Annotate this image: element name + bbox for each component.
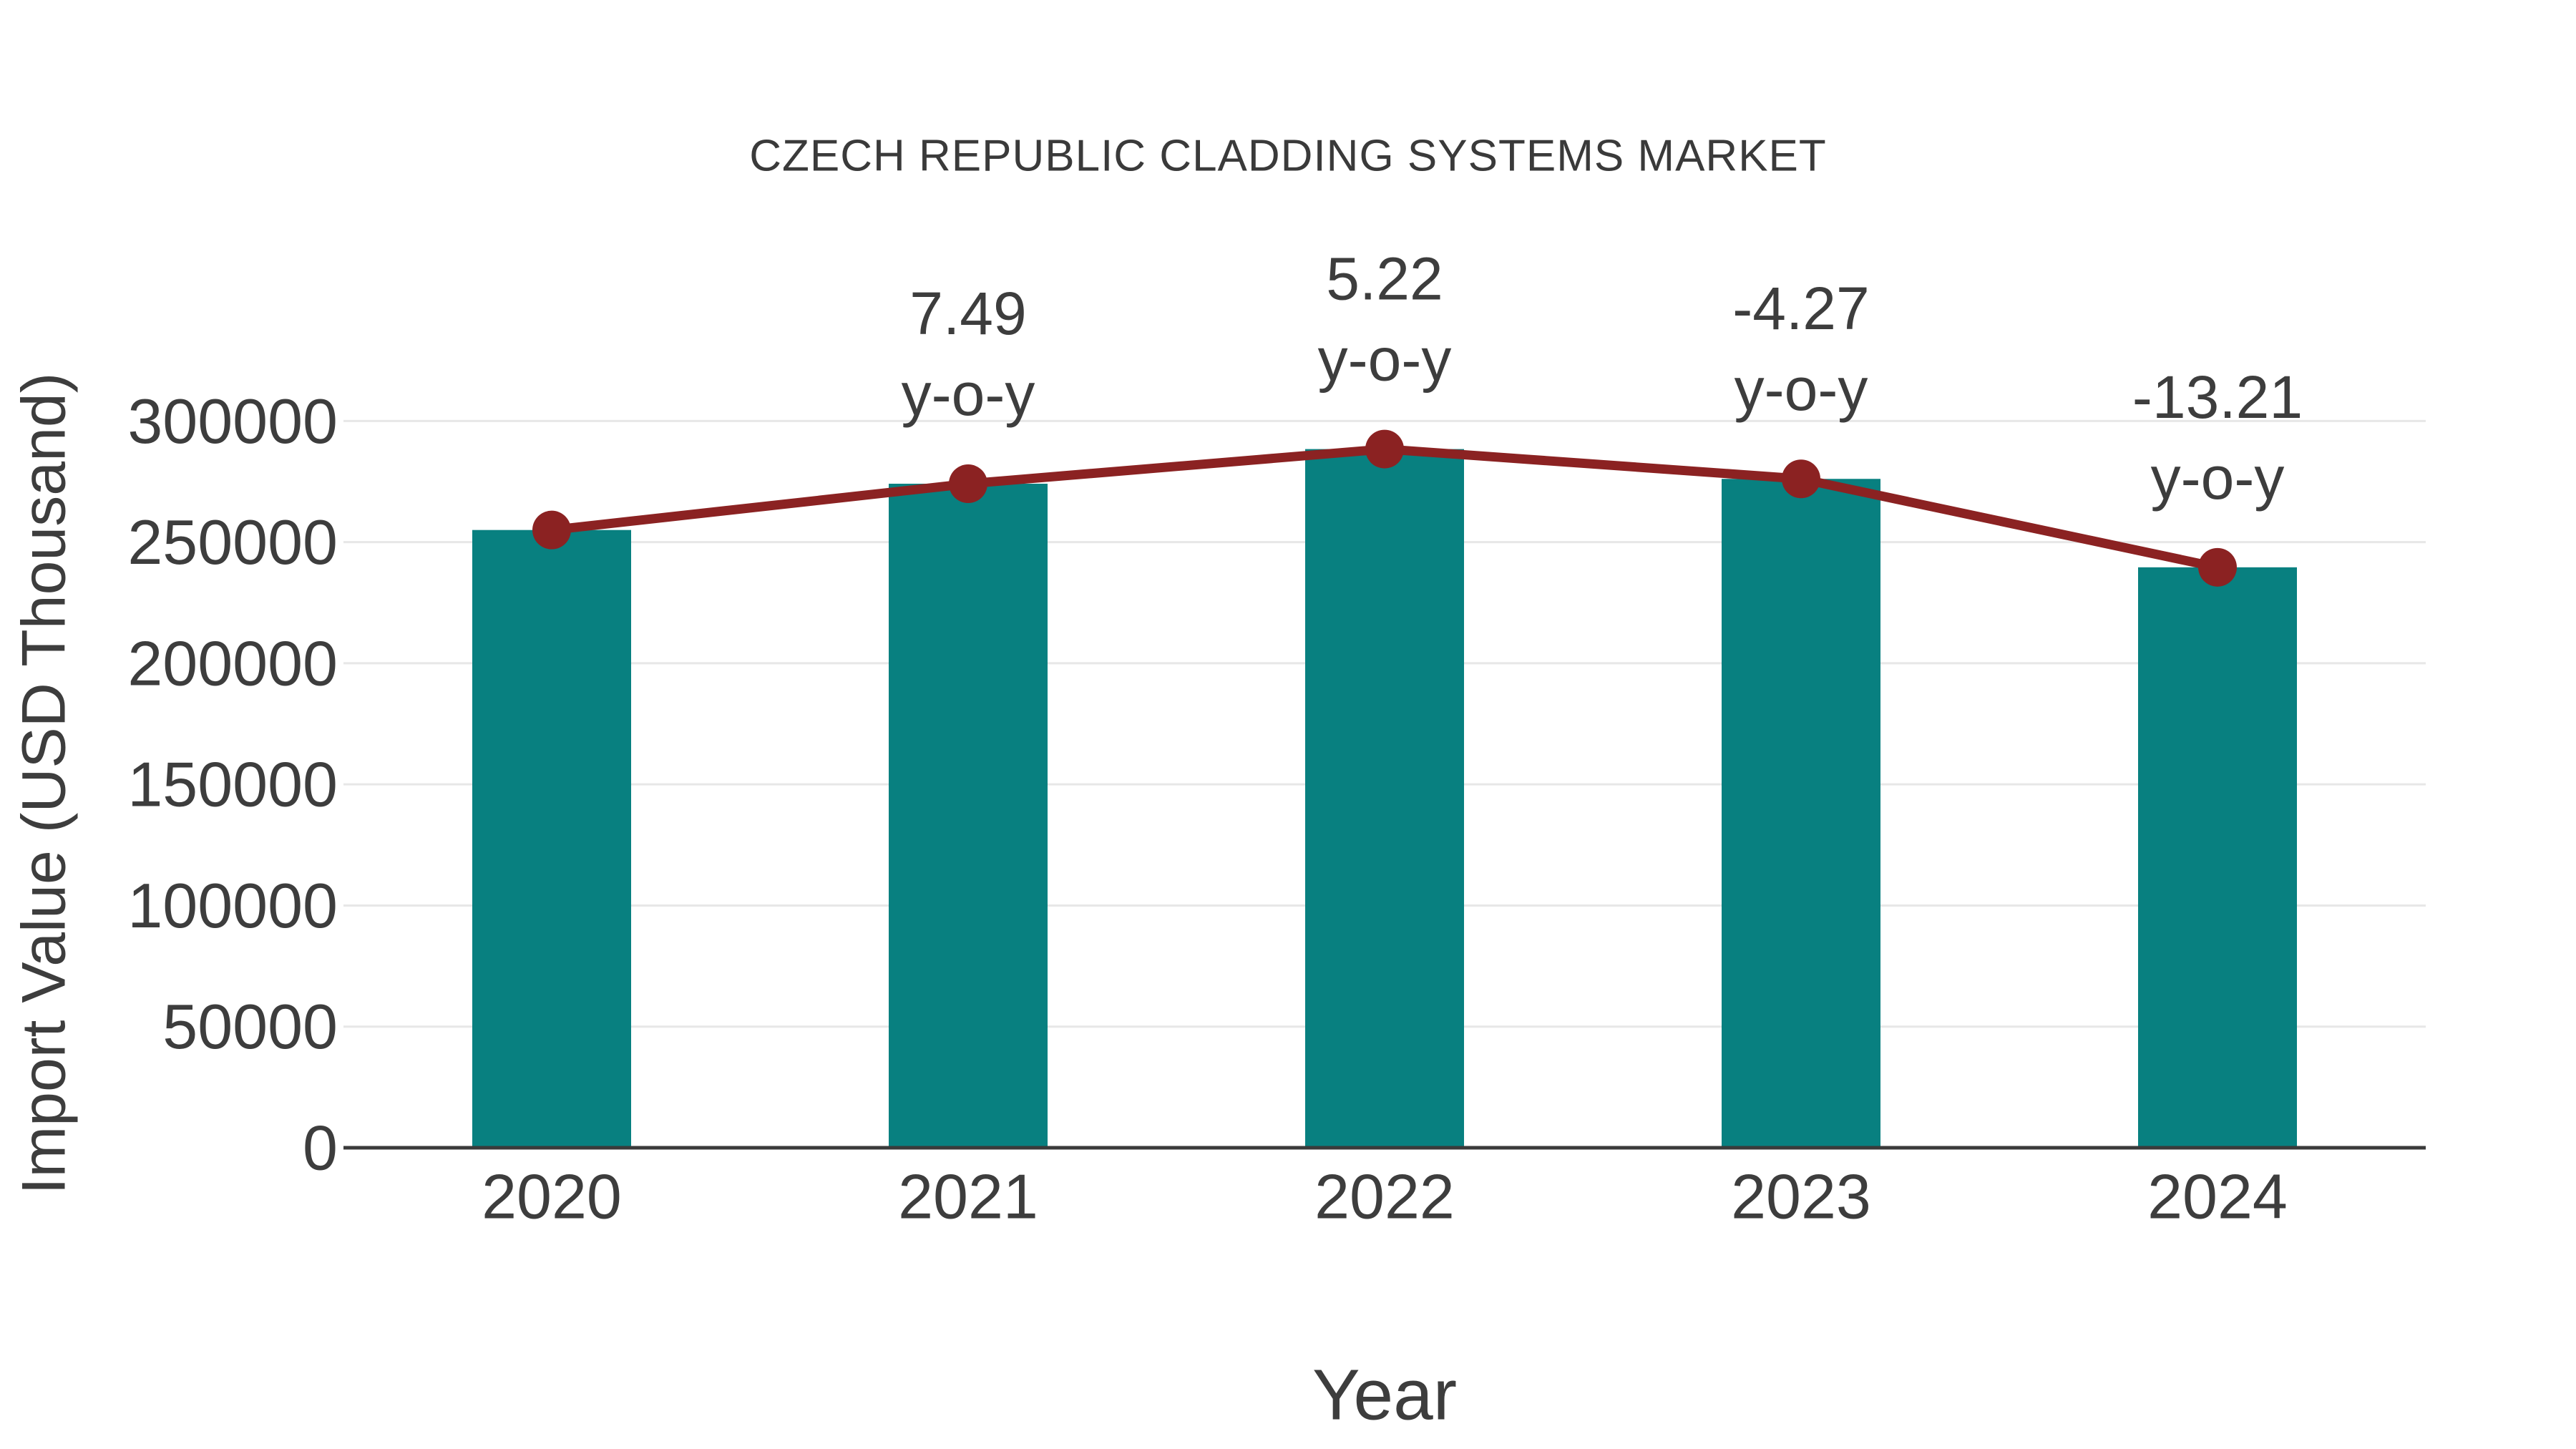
annotation-2021-unit: y-o-y [902,361,1035,428]
y-axis-title: Import Value (USD Thousand) [9,372,79,1195]
y-tick-label-200000: 200000 [127,628,338,698]
x-tick-label-2020: 2020 [482,1161,622,1232]
x-tick-label-2022: 2022 [1314,1161,1455,1232]
marker-2020 [532,510,571,550]
annotation-2023-unit: y-o-y [1735,356,1868,423]
y-tick-label-50000: 50000 [162,991,338,1062]
annotation-2022-unit: y-o-y [1318,326,1452,394]
chart-title: CZECH REPUBLIC CLADDING SYSTEMS MARKET [749,131,1827,181]
x-tick-label-2023: 2023 [1731,1161,1871,1232]
y-tick-label-150000: 150000 [127,749,338,820]
marker-2022 [1365,429,1404,469]
annotation-2022-value: 5.22 [1326,245,1443,313]
annotation-2023-value: -4.27 [1732,275,1869,342]
y-tick-label-100000: 100000 [127,870,338,941]
marker-2021 [949,464,987,504]
bar-2024 [2138,567,2297,1148]
x-axis-title: Year [1312,1355,1458,1435]
x-tick-label-2021: 2021 [898,1161,1038,1232]
bar-2021 [889,484,1048,1148]
y-tick-label-0: 0 [303,1113,338,1184]
marker-2023 [1782,459,1820,499]
bar-2023 [1722,479,1880,1148]
annotation-2024-value: -13.21 [2132,364,2303,431]
annotation-2024-unit: y-o-y [2151,444,2285,512]
bar-2022 [1305,449,1464,1148]
annotation-2021-value: 7.49 [909,280,1027,347]
y-tick-label-300000: 300000 [127,386,338,457]
marker-2024 [2198,547,2237,587]
y-tick-label-250000: 250000 [127,507,338,577]
bar-2020 [472,530,631,1148]
x-tick-label-2024: 2024 [2147,1161,2288,1232]
